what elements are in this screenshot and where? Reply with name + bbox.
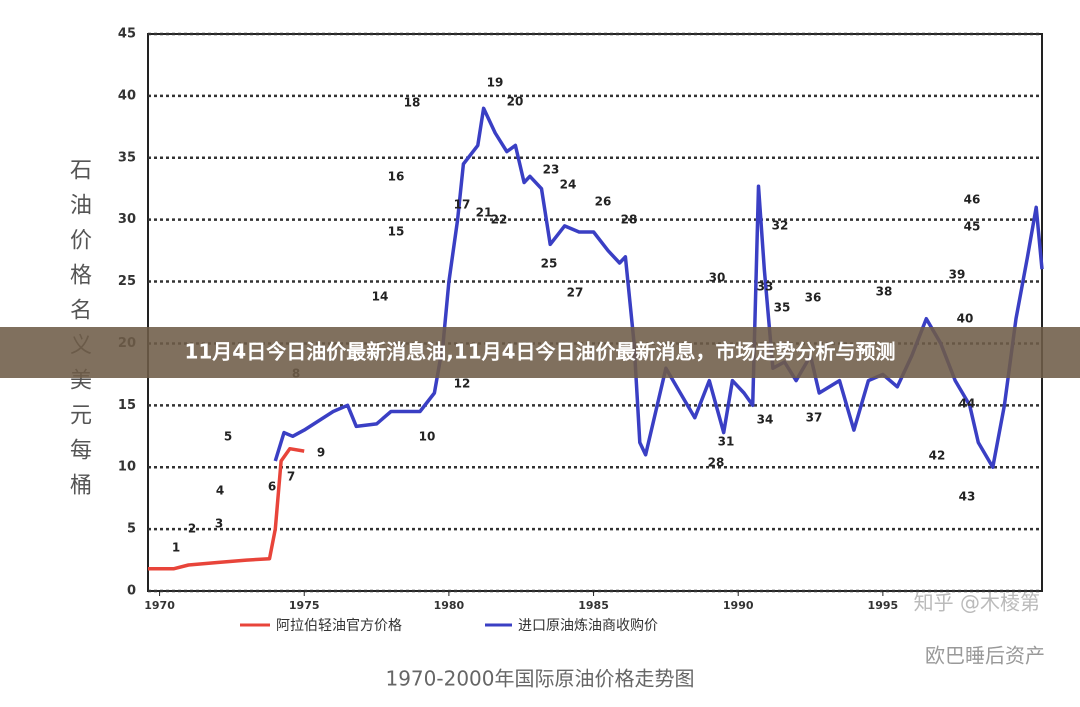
y-tick-label: 30	[118, 212, 136, 227]
annotation: 21	[476, 206, 493, 220]
annotation: 19	[487, 76, 504, 90]
annotation: 45	[964, 220, 981, 234]
chart-title: 1970-2000年国际原油价格走势图	[385, 667, 694, 691]
annotation: 2	[188, 522, 196, 536]
annotation: 26	[595, 195, 612, 209]
annotation: 12	[454, 377, 471, 391]
annotation: 31	[718, 435, 735, 449]
annotation: 7	[287, 470, 295, 484]
annotation: 40	[957, 312, 974, 326]
y-tick-label: 10	[118, 460, 136, 475]
annotation: 4	[216, 484, 224, 498]
y-tick-label: 5	[127, 522, 136, 537]
annotation: 18	[404, 96, 421, 110]
annotation: 5	[224, 430, 232, 444]
x-tick-label: 1975	[289, 599, 320, 612]
x-tick-label: 1970	[144, 599, 175, 612]
plot-frame	[147, 33, 1043, 592]
banner-text: 11月4日今日油价最新消息油,11月4日今日油价最新消息，市场走势分析与预测	[184, 340, 895, 364]
annotation: 30	[709, 271, 726, 285]
watermark: 知乎 @木棱第	[914, 591, 1040, 615]
annotation: 35	[774, 301, 791, 315]
banner-bg	[0, 327, 1080, 378]
annotation: 24	[560, 178, 577, 192]
y-tick-label: 15	[118, 398, 136, 413]
x-tick-label: 1995	[868, 599, 899, 612]
annotation: 36	[805, 291, 822, 305]
annotation: 23	[543, 163, 560, 177]
y-tick-label: 25	[118, 274, 136, 289]
annotation: 20	[507, 95, 524, 109]
annotation: 25	[541, 257, 558, 271]
series-line	[148, 446, 305, 571]
watermark: 欧巴睡后资产	[925, 644, 1045, 668]
x-tick-label: 1980	[434, 599, 465, 612]
y-tick-label: 35	[118, 150, 136, 165]
annotation: 44	[959, 397, 976, 411]
annotation: 33	[757, 280, 774, 294]
legend-label: 阿拉伯轻油官方价格	[276, 618, 402, 634]
annotation: 34	[757, 413, 774, 427]
y-tick-label: 0	[127, 584, 136, 599]
annotation: 28	[621, 213, 638, 227]
annotation: 42	[929, 449, 946, 463]
annotation: 43	[959, 490, 976, 504]
annotation: 15	[388, 225, 405, 239]
annotation: 37	[806, 411, 823, 425]
annotation: 16	[388, 170, 405, 184]
annotation: 22	[491, 213, 508, 227]
annotation: 28	[708, 456, 725, 470]
series-line	[273, 106, 1044, 469]
y-tick-label: 45	[118, 27, 136, 42]
y-tick-label: 40	[118, 88, 136, 103]
x-tick-label: 1985	[578, 599, 609, 612]
x-tick-label: 1990	[723, 599, 754, 612]
annotation: 27	[567, 286, 584, 300]
annotation: 6	[268, 480, 276, 494]
annotation: 3	[215, 517, 223, 531]
annotation: 1	[172, 541, 180, 555]
annotation: 14	[372, 290, 389, 304]
legend-label: 进口原油炼油商收购价	[518, 618, 658, 634]
annotation: 10	[419, 430, 436, 444]
annotation: 39	[949, 268, 966, 282]
annotation: 9	[317, 446, 325, 460]
annotation: 38	[876, 285, 893, 299]
annotation: 32	[772, 219, 789, 233]
annotation: 17	[454, 198, 471, 212]
annotation: 46	[964, 193, 981, 207]
